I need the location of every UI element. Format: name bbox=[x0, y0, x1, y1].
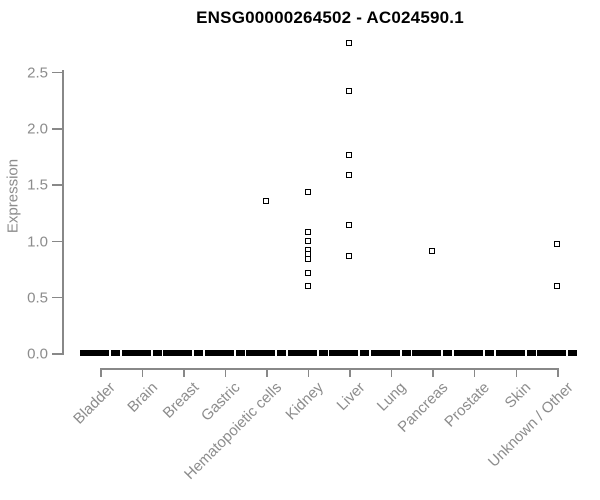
zero-cluster-bar bbox=[80, 350, 120, 356]
x-tick-label: Brain bbox=[123, 379, 161, 416]
y-axis-tick bbox=[52, 353, 62, 355]
zero-cluster-bar bbox=[495, 350, 536, 356]
y-tick-label: 0.5 bbox=[27, 289, 48, 307]
data-point bbox=[304, 228, 311, 235]
x-axis-tick bbox=[266, 368, 268, 377]
data-point bbox=[263, 198, 270, 205]
x-tick-label: Lung bbox=[374, 379, 410, 415]
x-axis-tick bbox=[141, 368, 144, 377]
y-tick-label: 0.0 bbox=[27, 345, 48, 363]
x-axis-tick bbox=[349, 368, 351, 377]
y-axis-tick bbox=[52, 184, 62, 186]
y-axis-line bbox=[62, 70, 64, 355]
zero-cluster-bar bbox=[453, 350, 494, 356]
zero-cluster-bar bbox=[287, 350, 328, 356]
x-axis-tick bbox=[557, 368, 559, 377]
data-point bbox=[304, 189, 311, 196]
chart-title: ENSG00000264502 - AC024590.1 bbox=[196, 8, 464, 27]
data-point bbox=[304, 255, 311, 262]
y-tick-label: 1.5 bbox=[27, 176, 48, 194]
data-point bbox=[346, 253, 353, 260]
zero-cluster-bar bbox=[412, 350, 453, 356]
x-axis-tick bbox=[515, 368, 517, 377]
zero-cluster-bar bbox=[537, 350, 578, 356]
x-tick-label: Bladder bbox=[70, 379, 120, 428]
data-point bbox=[346, 172, 353, 179]
x-axis-tick bbox=[183, 368, 185, 377]
data-point bbox=[346, 221, 353, 228]
zero-cluster-bar bbox=[329, 350, 370, 356]
y-axis-tick bbox=[52, 240, 62, 242]
y-tick-label: 2.5 bbox=[27, 64, 48, 82]
zero-cluster-bar bbox=[121, 350, 162, 356]
x-axis-tick bbox=[307, 368, 310, 377]
x-axis-tick bbox=[473, 368, 476, 377]
x-tick-label: Kidney bbox=[282, 379, 327, 424]
x-tick-label: Prostate bbox=[441, 379, 493, 431]
x-axis-tick bbox=[224, 368, 227, 377]
y-axis-label: Expression bbox=[4, 158, 22, 234]
x-axis-tick bbox=[390, 368, 393, 377]
y-tick-label: 1.0 bbox=[27, 233, 48, 250]
zero-cluster-bar bbox=[163, 350, 204, 356]
data-point bbox=[554, 240, 561, 247]
data-point bbox=[554, 282, 561, 289]
y-axis-tick bbox=[52, 71, 62, 74]
data-point bbox=[346, 39, 353, 46]
zero-cluster-bar bbox=[204, 350, 245, 356]
x-axis-line bbox=[100, 368, 559, 370]
data-point bbox=[304, 237, 311, 244]
y-axis-tick bbox=[52, 128, 62, 130]
zero-cluster-bar bbox=[370, 350, 411, 356]
x-axis-tick bbox=[100, 368, 102, 377]
data-point bbox=[429, 247, 436, 254]
data-point bbox=[304, 282, 311, 289]
y-axis-tick bbox=[52, 296, 62, 299]
x-axis-tick bbox=[432, 368, 434, 377]
zero-cluster-bar bbox=[246, 350, 287, 356]
y-tick-label: 2.0 bbox=[27, 120, 48, 138]
x-tick-label: Liver bbox=[333, 379, 369, 415]
data-point bbox=[346, 152, 353, 158]
data-point bbox=[304, 270, 311, 277]
x-tick-label: Skin bbox=[501, 379, 535, 412]
data-point bbox=[346, 87, 353, 94]
x-tick-label: Breast bbox=[159, 379, 203, 422]
